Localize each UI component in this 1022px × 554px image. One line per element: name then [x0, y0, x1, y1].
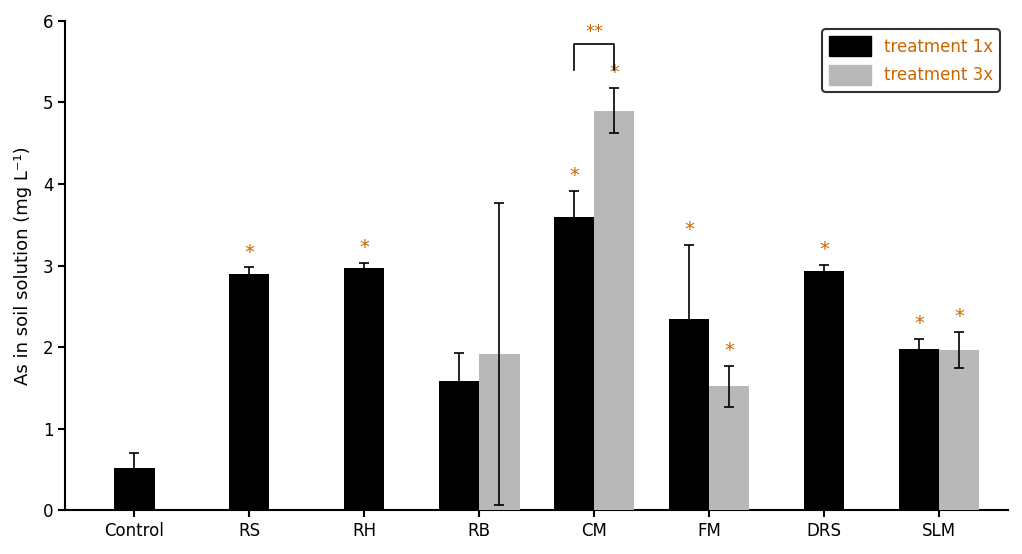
Bar — [229, 274, 270, 510]
Bar — [479, 353, 519, 510]
Text: *: * — [244, 243, 254, 261]
Text: *: * — [725, 341, 734, 360]
Text: **: ** — [586, 23, 603, 42]
Bar — [804, 271, 844, 510]
Text: *: * — [360, 238, 369, 258]
Bar — [114, 468, 154, 510]
Bar — [554, 217, 594, 510]
Y-axis label: As in soil solution (mg L⁻¹): As in soil solution (mg L⁻¹) — [14, 146, 32, 385]
Bar — [439, 381, 479, 510]
Text: *: * — [609, 63, 619, 82]
Text: *: * — [820, 240, 829, 259]
Text: *: * — [914, 314, 924, 334]
Text: *: * — [684, 220, 694, 239]
Bar — [939, 350, 979, 510]
Text: *: * — [955, 307, 964, 326]
Bar — [669, 319, 709, 510]
Bar — [594, 111, 635, 510]
Legend: treatment 1x, treatment 3x: treatment 1x, treatment 3x — [823, 29, 1000, 91]
Text: *: * — [569, 166, 579, 185]
Bar — [899, 349, 939, 510]
Bar — [709, 386, 749, 510]
Bar — [344, 268, 384, 510]
